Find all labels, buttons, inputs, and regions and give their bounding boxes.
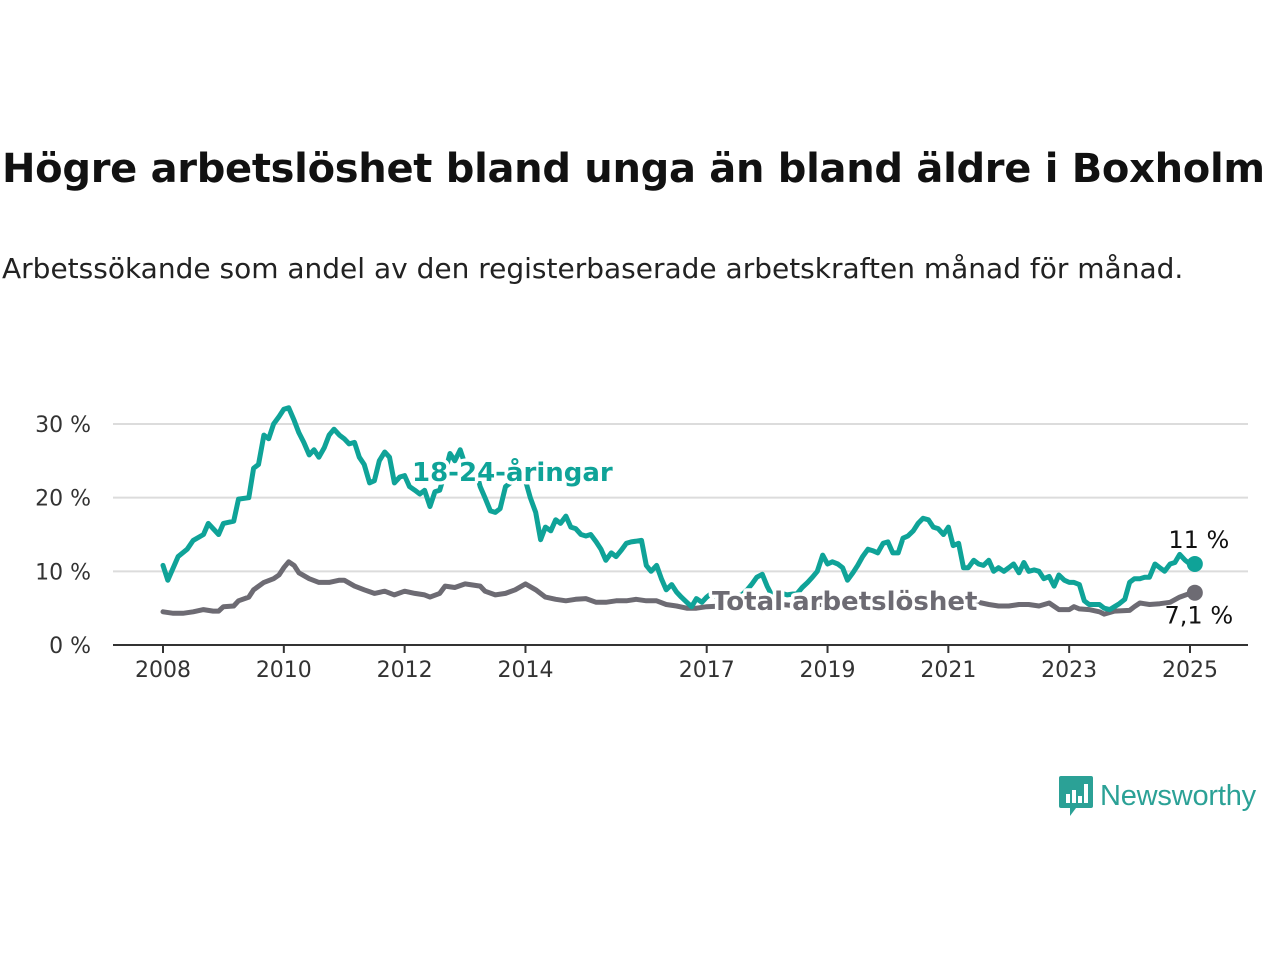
- end-value-youth: 11 %: [1168, 526, 1229, 554]
- x-tick-label: 2017: [679, 658, 735, 683]
- x-tick-label: 2012: [377, 658, 433, 683]
- series-end-marker-youth: [1186, 555, 1203, 572]
- chart-title: Högre arbetslöshet bland unga än bland ä…: [2, 146, 1265, 192]
- series-label-youth-halo: 18-24-åringar: [412, 456, 613, 488]
- end-value-total: 7,1 %: [1165, 602, 1234, 630]
- x-tick-label: 2010: [256, 658, 312, 683]
- series-label-youth: 18-24-åringar: [412, 456, 613, 488]
- line-chart: 0 % 10 % 20 % 30 % 2008 2010 2012 2014 2017 2019…: [35, 405, 1248, 683]
- x-tick-label: 2019: [800, 658, 856, 683]
- chart-subtitle: Arbetssökande som andel av den registerb…: [2, 252, 1184, 285]
- x-axis: 2008 2010 2012 2014 2017 2019 2021 2023 2025: [113, 644, 1248, 683]
- series-line-youth: [160, 405, 1198, 613]
- series-lines: [160, 405, 1203, 617]
- x-tick-label: 2023: [1041, 658, 1097, 683]
- newsworthy-logo-icon: [1059, 776, 1093, 816]
- x-tick-label: 2014: [497, 658, 553, 683]
- series-line-total: [160, 559, 1198, 617]
- x-tick-label: 2008: [135, 658, 191, 683]
- y-tick-label: 0 %: [49, 634, 91, 659]
- series-label-total-halo: Total arbetslöshet: [712, 587, 977, 617]
- y-tick-label: 20 %: [35, 487, 91, 512]
- x-tick-label: 2021: [920, 658, 976, 683]
- series-label-total: Total arbetslöshet: [712, 587, 977, 617]
- newsworthy-logo: Newsworthy: [1058, 774, 1256, 818]
- y-tick-label: 30 %: [35, 413, 91, 438]
- y-tick-label: 10 %: [35, 560, 91, 585]
- x-tick-label: 2025: [1162, 658, 1218, 683]
- gridlines: [113, 423, 1248, 573]
- y-axis: 0 % 10 % 20 % 30 %: [35, 413, 91, 659]
- newsworthy-logo-text: Newsworthy: [1100, 779, 1256, 812]
- series-end-marker-total: [1186, 584, 1203, 601]
